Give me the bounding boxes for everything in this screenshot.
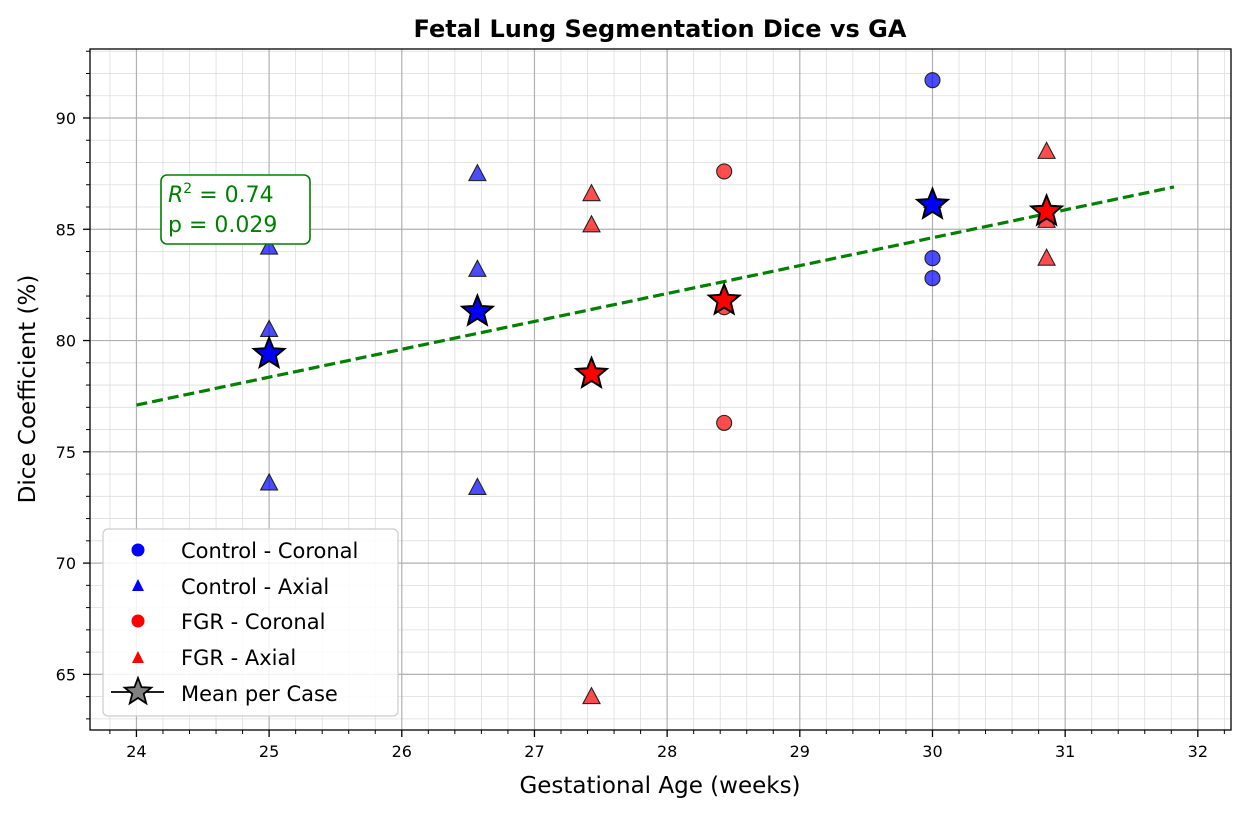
x-tick-label: 27 (524, 742, 544, 761)
point-fgr-axial (1037, 141, 1056, 159)
legend-marker-mean (122, 675, 154, 706)
ticks-layer: 24 25 26 27 28 29 30 31 32 65 70 75 80 85 90 (56, 50, 1225, 761)
point-control-coronal (924, 250, 941, 267)
x-tick-label: 30 (922, 742, 942, 761)
marks-layer (251, 72, 1065, 705)
plot-frame (89, 48, 1232, 731)
r-squared-var: R (168, 183, 183, 208)
y-tick-label: 85 (56, 220, 76, 239)
x-axis-title: Gestational Age (weeks) (519, 773, 800, 799)
point-mean-per-case (1028, 192, 1065, 227)
minor-grid (90, 49, 1231, 730)
r-squared-value: = 0.74 (192, 183, 273, 208)
legend-label-control-axial: Control - Axial (181, 575, 329, 599)
trendline (136, 185, 1175, 407)
x-tick-label: 31 (1055, 742, 1075, 761)
chart-title: Fetal Lung Segmentation Dice vs GA (414, 15, 907, 43)
x-tick-label: 26 (392, 742, 412, 761)
legend: Control - Coronal Control - Axial FGR - … (102, 528, 399, 717)
y-tick-label: 75 (56, 443, 76, 462)
point-control-axial (467, 477, 487, 495)
y-tick-label: 65 (56, 665, 76, 684)
y-tick-label: 90 (56, 109, 76, 128)
x-tick-label: 32 (1188, 742, 1208, 761)
x-tick-label: 25 (259, 742, 279, 761)
trendline-layer (136, 185, 1175, 407)
point-fgr-axial (582, 686, 601, 705)
stats-annotation-box (160, 174, 311, 245)
legend-label-control-coronal: Control - Coronal (181, 539, 358, 563)
point-fgr-axial (1037, 248, 1056, 266)
x-tick-label: 24 (126, 742, 146, 761)
point-fgr-axial (582, 183, 601, 202)
legend-marker-control-axial (132, 579, 144, 591)
legend-label-mean: Mean per Case (181, 682, 338, 706)
point-fgr-axial (582, 214, 601, 233)
p-value-text: p = 0.029 (168, 213, 277, 238)
point-control-coronal (924, 72, 941, 89)
x-tick-label: 29 (790, 742, 810, 761)
point-control-axial (467, 163, 487, 182)
point-control-axial (259, 472, 279, 491)
y-tick-label: 70 (56, 554, 76, 573)
point-mean-per-case (914, 186, 951, 220)
point-mean-per-case (573, 355, 610, 390)
x-tick-label: 28 (657, 742, 677, 761)
point-control-axial (259, 236, 279, 255)
point-mean-per-case (706, 281, 742, 316)
point-control-axial (467, 259, 487, 277)
point-mean-per-case (251, 335, 287, 370)
r-squared-text: R2 = 0.74 (168, 181, 274, 208)
y-tick-label: 80 (56, 332, 76, 351)
point-mean-per-case (459, 292, 496, 327)
legend-box (102, 528, 399, 717)
legend-marker-control-coronal (131, 543, 145, 557)
point-control-coronal (924, 270, 941, 287)
legend-label-fgr-axial: FGR - Axial (181, 646, 296, 670)
y-axis-title: Dice Coefficient (%) (15, 275, 41, 504)
legend-marker-fgr-coronal (131, 614, 145, 628)
r-squared-sup: 2 (183, 181, 192, 197)
stats-annotation: R2 = 0.74 p = 0.029 (160, 174, 311, 245)
legend-label-fgr-coronal: FGR - Coronal (181, 610, 325, 634)
point-fgr-coronal (716, 163, 733, 180)
point-control-axial (259, 319, 279, 337)
legend-marker-fgr-axial (132, 651, 144, 663)
point-fgr-coronal (716, 414, 733, 431)
